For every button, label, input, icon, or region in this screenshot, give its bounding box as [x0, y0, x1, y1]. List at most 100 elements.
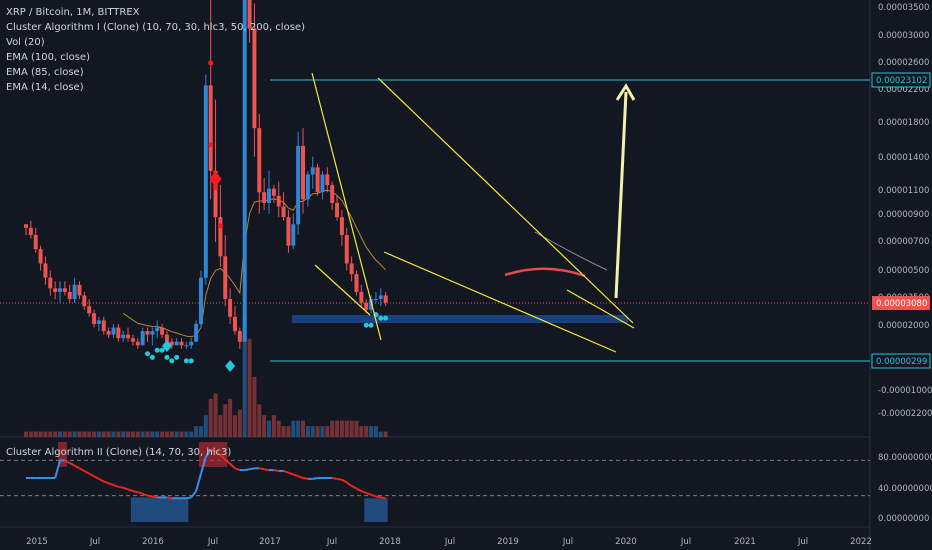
- candle-body: [130, 338, 135, 342]
- candle-series: [24, 0, 388, 349]
- candle-body: [38, 249, 43, 264]
- volume-bar: [111, 431, 116, 437]
- candle-body: [383, 295, 388, 303]
- candle-body: [271, 188, 276, 196]
- oscillator-line-segment: [93, 475, 100, 480]
- volume-bar: [325, 426, 330, 437]
- trendline: [314, 264, 371, 316]
- price-tick-label: -0.00001000: [878, 386, 932, 396]
- candle-body: [28, 227, 33, 235]
- oscillator-line-segment: [147, 494, 153, 498]
- oscillator-line-segment: [283, 470, 289, 474]
- candle-body: [247, 0, 252, 29]
- volume-bar: [305, 426, 310, 437]
- time-tick-label: Jul: [444, 537, 455, 547]
- candle-body: [373, 299, 378, 301]
- oscillator-line-segment: [332, 477, 338, 480]
- volume-bar: [257, 404, 262, 437]
- price-tick-label: -0.00002200: [878, 409, 932, 419]
- candle-body: [369, 299, 374, 310]
- oscillator-line-segment: [288, 471, 294, 476]
- candle-body: [286, 217, 291, 246]
- volume-bar: [369, 426, 374, 437]
- volume-bar: [223, 404, 228, 437]
- time-axis[interactable]: 2015 Jul 2016 Jul 2017 Jul 2018 Jul 2019 Jul 2020 J…: [26, 537, 872, 547]
- candle-body: [77, 284, 82, 296]
- oscillator-line-segment: [292, 473, 299, 478]
- oscillator-title[interactable]: Cluster Algorithm II (Clone) (14, 70, 30…: [6, 447, 232, 458]
- volume-bar: [281, 426, 286, 437]
- oscillator-line-segment: [224, 458, 231, 465]
- horizontal-levels: [0, 79, 870, 362]
- oscillator-line-segment: [199, 456, 207, 474]
- candle-body: [82, 295, 87, 307]
- oscillator-line-segment: [370, 493, 377, 498]
- oscillator-line-segment: [214, 450, 221, 456]
- volume-bar: [28, 431, 33, 437]
- candle-body: [223, 256, 228, 300]
- candle-body: [276, 195, 281, 207]
- candle-body: [53, 288, 58, 292]
- volume-bar: [242, 317, 247, 437]
- volume-bar: [378, 431, 383, 437]
- price-tick-label: 0.00002200: [878, 85, 929, 95]
- indicator-label[interactable]: Vol (20): [6, 37, 45, 48]
- candle-body: [169, 341, 174, 346]
- time-tick-label: Jul: [797, 537, 808, 547]
- volume-bar: [82, 431, 87, 437]
- candle-body: [106, 331, 111, 335]
- oscillator-line-segment: [78, 467, 85, 472]
- volume-bar: [24, 431, 28, 437]
- candle-body: [325, 174, 330, 186]
- volume-bar: [184, 431, 189, 437]
- ema-85-line: [534, 231, 608, 271]
- volume-bar: [189, 431, 194, 437]
- oscillator-line-segment: [127, 488, 134, 493]
- candle-body: [155, 327, 160, 332]
- buy-signal-dot: [188, 358, 194, 364]
- volume-bar: [164, 431, 169, 437]
- buy-signal-dot: [164, 354, 170, 360]
- symbol-title[interactable]: XRP / Bitcoin, 1M, BITTREX: [6, 7, 140, 18]
- candle-body: [116, 327, 121, 339]
- candle-body: [140, 331, 145, 346]
- indicator-label[interactable]: EMA (85, close): [6, 67, 84, 78]
- volume-bar: [267, 420, 271, 437]
- price-tick-label: 0.00002600: [878, 58, 929, 68]
- volume-bar: [359, 426, 364, 437]
- price-axis[interactable]: 0.00003500 0.00003000 0.00002600 0.00002200…: [871, 3, 932, 524]
- volume-bar: [262, 415, 267, 437]
- volume-bar: [174, 431, 179, 437]
- trendline: [566, 289, 635, 329]
- candle-body: [213, 170, 218, 218]
- oscillator-line-segment: [356, 487, 362, 493]
- oscillator-line-segment: [98, 478, 105, 483]
- price-tick-label: 0.00000900: [878, 210, 929, 220]
- oscillator-line-segment: [249, 467, 255, 471]
- support-zone: [292, 315, 628, 323]
- oscillator-line-segment: [365, 492, 372, 496]
- trendlines: [311, 72, 636, 353]
- ema-100-line: [504, 267, 586, 278]
- candle-body: [330, 185, 335, 203]
- volume-bar: [58, 431, 63, 437]
- indicator-label[interactable]: EMA (100, close): [6, 52, 90, 63]
- candle-body: [135, 341, 140, 346]
- buy-signal-dot: [149, 354, 155, 360]
- candle-body: [335, 202, 340, 218]
- price-tick-label: 0.00002000: [878, 321, 929, 331]
- volume-bar: [160, 431, 165, 437]
- buy-signal-dot: [383, 315, 389, 321]
- indicator-label[interactable]: Cluster Algorithm I (Clone) (10, 70, 30,…: [6, 22, 305, 33]
- volume-bar: [126, 431, 131, 437]
- volume-bar: [130, 431, 135, 437]
- candle-body: [189, 341, 194, 346]
- indicator-label[interactable]: EMA (14, close): [6, 82, 84, 93]
- time-tick-label: 2020: [615, 537, 637, 547]
- time-tick-label: Jul: [326, 537, 337, 547]
- volume-bar: [53, 431, 58, 437]
- candle-body: [281, 206, 286, 218]
- trendline: [311, 72, 382, 341]
- volume-bar: [373, 426, 378, 437]
